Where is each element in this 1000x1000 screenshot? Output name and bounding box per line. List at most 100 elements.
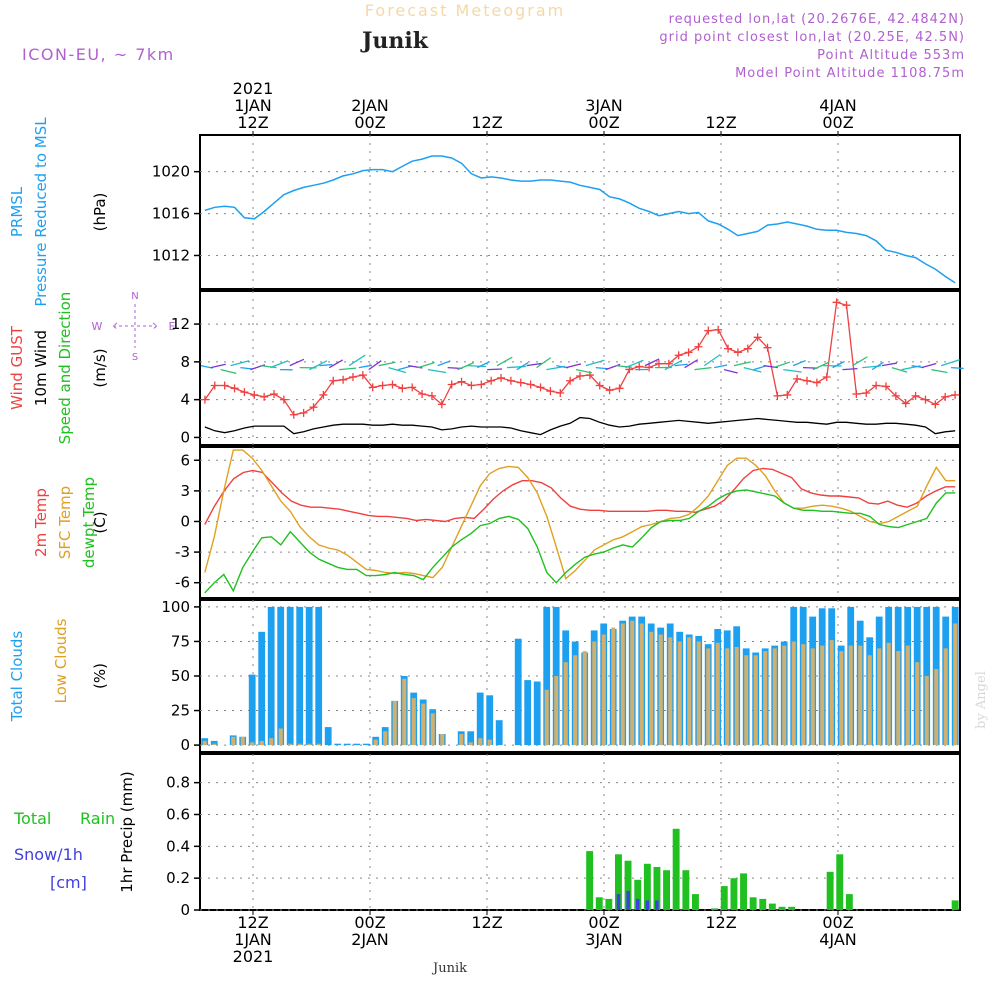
gust-point — [684, 348, 693, 357]
bottom-tick-label: 3JAN — [585, 930, 623, 949]
series-label-t2m: 2m Temp — [32, 488, 50, 557]
gust-point — [664, 359, 673, 368]
grid-point: grid point closest lon,lat (20.25E, 42.5… — [659, 30, 965, 45]
series-label-sfc: SFC Temp — [56, 486, 74, 559]
low-cloud-bar — [791, 641, 796, 746]
wind-direction-arrow — [210, 363, 226, 369]
wind-direction-arrow — [339, 367, 357, 371]
wind-direction-arrow — [832, 360, 845, 369]
wind-direction-arrow — [881, 362, 898, 367]
series-label-direction: Speed and Direction — [56, 292, 74, 445]
low-cloud-bar — [810, 648, 815, 746]
rain-bar — [653, 867, 661, 910]
top-tick-label: 12Z — [471, 113, 502, 132]
bottom-tick-label: 12Z — [705, 913, 736, 932]
rain-bar — [711, 908, 719, 910]
total-cloud-bar — [305, 606, 313, 746]
low-cloud-bar — [658, 634, 663, 745]
low-cloud-bar — [383, 731, 388, 746]
gust-point — [526, 380, 535, 389]
gust-point — [368, 383, 377, 392]
wind-direction-arrow — [595, 366, 609, 370]
low-cloud-bar — [943, 648, 948, 746]
label-total: Total — [13, 809, 51, 828]
snow-bar — [626, 890, 630, 910]
wind-direction-arrow — [773, 361, 791, 369]
wind-direction-arrow — [931, 368, 948, 374]
low-cloud-bar — [611, 627, 616, 746]
gust-point — [279, 395, 288, 404]
bottom-tick-label: 2021 — [233, 947, 274, 966]
low-cloud-bar — [839, 651, 844, 746]
wind-direction-arrow — [684, 359, 699, 369]
total-cloud-bar — [486, 695, 494, 745]
rain-bar — [595, 897, 603, 910]
y-tick-label: 75 — [171, 632, 190, 650]
gust-point — [605, 386, 614, 395]
gust-point — [467, 381, 476, 390]
gust-point — [763, 343, 772, 352]
gust-point — [951, 390, 960, 399]
low-cloud-bar — [373, 739, 378, 746]
total-cloud-bar — [467, 731, 475, 746]
snow-bar — [645, 900, 650, 910]
top-tick-label: 2021 — [233, 79, 274, 98]
low-cloud-bar — [744, 655, 749, 746]
wind-direction-arrow — [506, 365, 526, 369]
gust-point — [408, 383, 417, 392]
gust-point — [704, 326, 713, 335]
wind-direction-arrow — [703, 354, 721, 367]
total-cloud-bar — [495, 720, 503, 746]
y-tick-label: 1020 — [152, 163, 190, 181]
total-cloud-bar — [267, 606, 275, 746]
gust-point — [427, 391, 436, 400]
top-tick-label: 3JAN — [585, 96, 623, 115]
wind-direction-arrow — [417, 361, 435, 369]
wind-direction-arrow — [358, 364, 372, 369]
low-cloud-bar — [715, 642, 720, 746]
gust-point — [536, 383, 545, 392]
rain-bar — [672, 828, 680, 910]
gust-line — [204, 301, 956, 416]
y-tick-label: 0.8 — [166, 774, 190, 792]
total-cloud-bar — [324, 727, 332, 746]
snow-bar — [636, 898, 640, 910]
bottom-tick-label: 1JAN — [234, 930, 272, 949]
y-tick-label: 3 — [180, 482, 190, 500]
gust-point — [773, 391, 782, 400]
gust-point — [872, 381, 881, 390]
gust-point — [654, 359, 663, 368]
compass-w: W — [92, 320, 103, 333]
bottom-tick-label: 00Z — [354, 913, 385, 932]
wind-direction-arrow — [951, 366, 964, 370]
low-cloud-bar — [753, 655, 758, 746]
series-label-prmsl: PRMSL — [8, 186, 26, 237]
low-cloud-bar — [240, 736, 245, 746]
gust-point — [348, 372, 357, 381]
low-cloud-bar — [848, 645, 853, 746]
label-snow: Snow/1h — [14, 845, 83, 864]
label-cm: [cm] — [50, 873, 87, 892]
y-tick-label: 12 — [171, 315, 190, 333]
y-tick-label: 0 — [180, 901, 190, 919]
gust-point — [595, 381, 604, 390]
gust-point — [556, 389, 565, 398]
bottom-tick-label: 2JAN — [351, 930, 389, 949]
low-cloud-bar — [858, 645, 863, 746]
y-tick-label: 0.6 — [166, 805, 190, 823]
rain-bar — [720, 886, 728, 910]
bottom-tick-label: 12Z — [237, 913, 268, 932]
y-tick-label: 0 — [180, 428, 190, 446]
low-cloud-bar — [573, 655, 578, 746]
model-name: ICON-EU, ~ 7km — [22, 45, 175, 64]
y-tick-label: 8 — [180, 353, 190, 371]
gust-point — [319, 390, 328, 399]
total-cloud-bar — [524, 680, 532, 745]
low-cloud-bar — [421, 703, 426, 746]
gust-point — [487, 376, 496, 385]
rain-bar — [951, 900, 959, 910]
gust-point — [447, 380, 456, 389]
gust-point — [437, 400, 446, 409]
wind-direction-arrow — [220, 369, 237, 374]
